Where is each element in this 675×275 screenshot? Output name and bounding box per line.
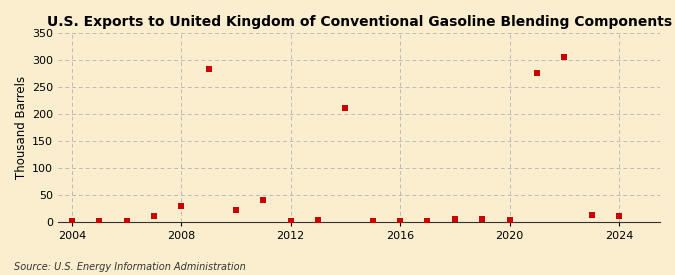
Point [450,217,460,221]
Point [121,218,132,223]
Point [559,55,570,59]
Y-axis label: Thousand Barrels: Thousand Barrels [15,76,28,179]
Point [531,71,542,76]
Point [286,218,296,223]
Point [504,218,515,222]
Point [203,67,214,71]
Point [176,203,187,208]
Point [586,213,597,218]
Point [422,218,433,223]
Point [66,218,77,223]
Point [94,218,105,223]
Point [395,218,406,223]
Point [614,214,624,219]
Point [258,198,269,202]
Point [148,214,159,219]
Point [477,217,487,221]
Point [340,106,351,111]
Point [231,208,242,212]
Text: Source: U.S. Energy Information Administration: Source: U.S. Energy Information Administ… [14,262,245,272]
Point [367,218,378,223]
Title: U.S. Exports to United Kingdom of Conventional Gasoline Blending Components: U.S. Exports to United Kingdom of Conven… [47,15,672,29]
Point [313,218,323,222]
